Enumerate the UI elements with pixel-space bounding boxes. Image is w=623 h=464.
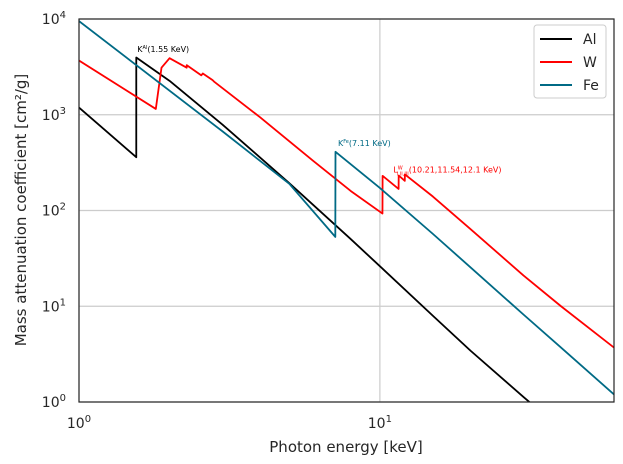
legend-label-fe: Fe	[583, 78, 599, 94]
edge-annotation: LW I,II,III(10.21,11.54,12.1 KeV)	[393, 165, 501, 177]
edge-annotation: KAl(1.55 KeV)	[137, 45, 189, 54]
legend-label-al: Al	[583, 32, 596, 48]
x-tick-label: 100	[67, 414, 91, 432]
legend: Al W Fe	[533, 24, 607, 99]
y-axis-label: Mass attenuation coefficient [cm²/g]	[12, 74, 30, 347]
x-tick-label: 101	[368, 414, 392, 432]
y-tick-label: 102	[42, 202, 66, 220]
x-axis-label: Photon energy [keV]	[269, 438, 422, 456]
y-tick-label: 104	[42, 10, 66, 28]
plot-frame	[78, 18, 615, 403]
tick-labels: 100 101 100 101 102 103 104	[42, 10, 392, 432]
y-tick-label: 100	[42, 393, 66, 411]
legend-label-w: W	[583, 55, 597, 71]
annotations: KAl(1.55 KeV) KFe(7.11 KeV) LW I,II,III(10.…	[137, 45, 501, 177]
series-line-w	[79, 57, 614, 349]
edge-annotation: KFe(7.11 KeV)	[338, 139, 391, 148]
series-line-al	[79, 56, 531, 402]
series-layer	[79, 20, 614, 402]
series-line-fe	[79, 20, 614, 396]
y-tick-label: 101	[42, 297, 66, 315]
y-tick-label: 103	[42, 106, 66, 124]
